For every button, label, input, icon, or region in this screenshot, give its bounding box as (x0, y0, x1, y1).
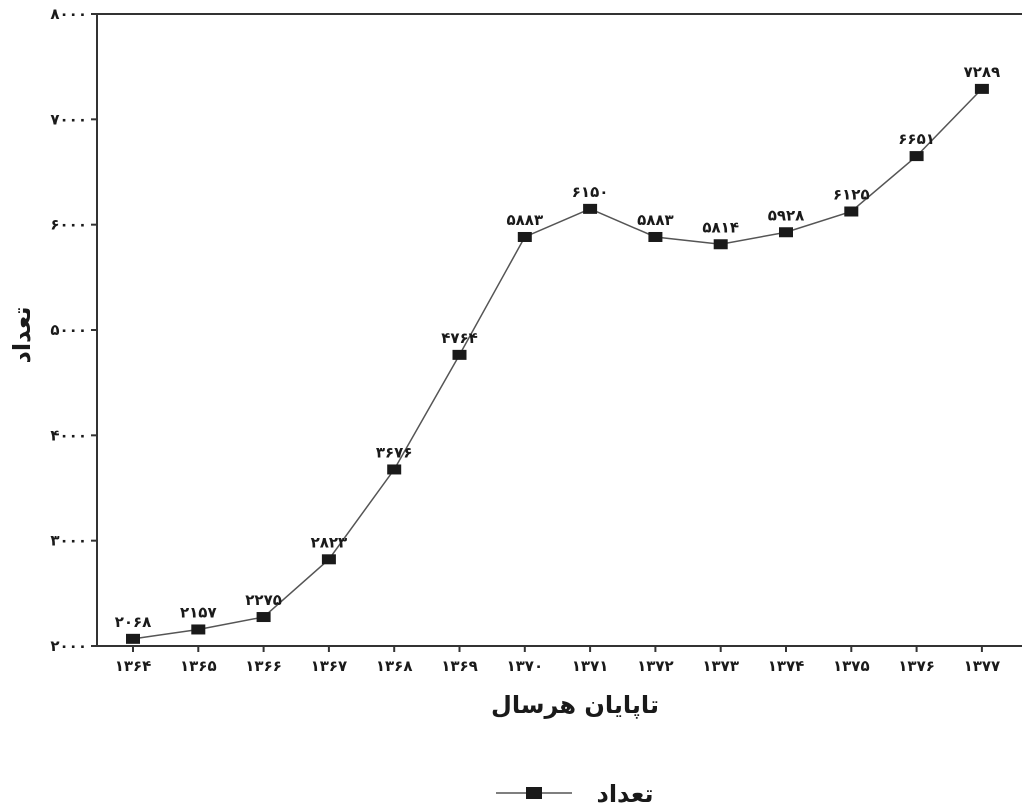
plot-frame (96, 13, 1022, 647)
data-label: ۲۱۵۷ (180, 603, 217, 621)
data-label: ۵۸۸۳ (506, 211, 543, 229)
y-axis-title: تعداد (8, 307, 36, 364)
data-point-marker (256, 612, 271, 623)
x-tick-label: ۱۳۶۵ (180, 657, 217, 675)
y-tick-label: ۷۰۰۰ (50, 110, 87, 128)
data-point-marker (452, 349, 467, 360)
data-point-marker (191, 624, 206, 635)
data-point-marker (126, 633, 140, 644)
data-label: ۶۶۵۱ (898, 130, 935, 148)
x-tick-label: ۱۳۷۵ (833, 657, 870, 675)
data-point-marker (648, 231, 663, 242)
data-label: ۳۶۷۶ (376, 443, 413, 461)
x-tick-label: ۱۳۷۱ (572, 657, 609, 675)
y-tick-label: ۲۰۰۰ (50, 637, 87, 655)
y-tick-label: ۳۰۰۰ (50, 532, 87, 550)
x-tick-label: ۱۳۶۴ (115, 657, 152, 675)
data-point-marker (713, 239, 728, 250)
data-label: ۲۰۶۸ (115, 613, 152, 631)
x-tick-label: ۱۳۶۷ (311, 657, 348, 675)
data-labels: ۲۰۶۸ ۲۱۵۷ ۲۲۷۵ ۲۸۲۳ ۳۶۷۶ ۴۷۶۴ ۵۸۸۳ ۶۱۵۰ ۵۸۸۳ ۵۸۱۴… (115, 63, 1001, 631)
data-point-marker (909, 151, 924, 162)
y-ticks: ۲۰۰۰ ۳۰۰۰ ۴۰۰۰ ۵۰۰۰ ۶۰۰۰ ۷۰۰۰ ۸۰۰۰ (50, 5, 97, 655)
y-tick-label: ۸۰۰۰ (50, 5, 87, 23)
x-tick-label: ۱۳۶۹ (441, 657, 478, 675)
x-tick-label: ۱۳۷۳ (702, 657, 739, 675)
x-tick-label: ۱۳۷۶ (898, 657, 935, 675)
data-point-marker (517, 231, 532, 242)
x-tick-label: ۱۳۶۶ (245, 657, 282, 675)
series-line (132, 88, 983, 640)
data-label: ۵۹۲۸ (768, 206, 805, 224)
data-label: ۶۱۵۰ (572, 183, 609, 201)
legend-label: تعداد (597, 780, 654, 808)
data-point-marker (779, 227, 793, 238)
x-tick-label: ۱۳۷۲ (637, 657, 674, 675)
y-tick-label: ۵۰۰۰ (50, 321, 87, 339)
x-ticks: ۱۳۶۴ ۱۳۶۵ ۱۳۶۶ ۱۳۶۷ ۱۳۶۸ ۱۳۶۹ ۱۳۷۰ ۱۳۷۱ ۱۳۷۲ ۱۳۷۳… (115, 646, 1001, 675)
x-axis-title: تاپایان هرسال (491, 691, 659, 719)
data-label: ۲۲۷۵ (245, 591, 282, 609)
data-point-marker (844, 206, 859, 217)
data-point-marker (321, 554, 336, 565)
data-point-marker (974, 83, 989, 94)
legend: تعداد (496, 780, 653, 808)
data-point-marker (583, 203, 598, 214)
data-label: ۷۲۸۹ (964, 63, 1001, 81)
data-label: ۶۱۲۵ (833, 186, 870, 204)
data-label: ۵۸۸۳ (637, 211, 674, 229)
x-tick-label: ۱۳۷۴ (768, 657, 805, 675)
y-tick-label: ۴۰۰۰ (50, 426, 87, 444)
series-markers (126, 83, 989, 644)
y-tick-label: ۶۰۰۰ (50, 216, 87, 234)
x-tick-label: ۱۳۷۷ (964, 657, 1001, 675)
x-tick-label: ۱۳۶۸ (376, 657, 413, 675)
data-label: ۵۸۱۴ (702, 218, 739, 236)
legend-marker (526, 787, 542, 799)
x-tick-label: ۱۳۷۰ (506, 657, 543, 675)
data-label: ۴۷۶۴ (441, 329, 478, 347)
data-label: ۲۸۲۳ (311, 533, 348, 551)
data-point-marker (387, 464, 402, 475)
